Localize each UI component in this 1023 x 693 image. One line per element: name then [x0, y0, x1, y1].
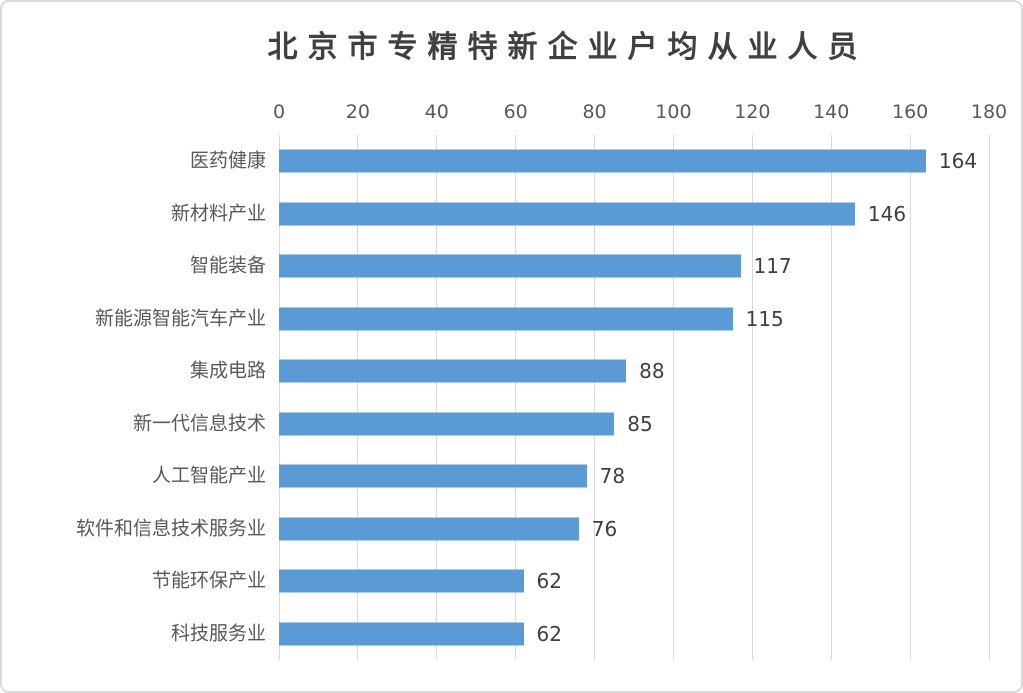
bar	[279, 412, 615, 436]
gridline	[515, 135, 517, 660]
value-label: 146	[867, 201, 907, 226]
chart-title: 北京市专精特新企业户均从业人员	[267, 30, 868, 65]
x-tick-label: 0	[272, 101, 286, 123]
x-tick-label: 160	[891, 101, 929, 123]
value-label: 76	[591, 516, 618, 541]
gridline	[909, 135, 911, 660]
gridline	[278, 135, 280, 660]
bar	[279, 517, 579, 541]
x-tick-label: 20	[345, 101, 370, 123]
gridline	[436, 135, 438, 660]
category-label: 新一代信息技术	[132, 412, 266, 435]
value-label: 164	[938, 149, 978, 174]
category-label: 医药健康	[189, 149, 266, 172]
x-axis: 0 20 40 60 80 100 120 140 160 180	[273, 101, 1007, 127]
x-tick-label: 60	[503, 101, 528, 123]
category-label: 节能环保产业	[151, 569, 266, 592]
x-tick-label: 40	[424, 101, 449, 123]
value-label: 62	[536, 621, 562, 646]
bar	[279, 307, 733, 331]
y-axis: 医药健康新材料产业智能装备新能源智能汽车产业集成电路新一代信息技术人工智能产业软…	[2, 135, 266, 660]
bar	[279, 359, 627, 383]
value-label: 62	[536, 569, 562, 594]
gridline	[594, 135, 596, 660]
x-tick-label: 100	[655, 101, 692, 123]
value-label: 117	[753, 254, 792, 279]
value-label: 115	[745, 306, 784, 331]
x-tick-label: 80	[582, 101, 607, 123]
gridline	[751, 135, 753, 660]
value-label: 88	[639, 359, 665, 384]
category-label: 软件和信息技术服务业	[75, 517, 266, 540]
bar	[279, 254, 741, 278]
value-label: 85	[627, 411, 653, 436]
category-label: 智能装备	[189, 254, 266, 277]
plot-area: 164 146 117 115 88 85 78 76 62 62	[278, 135, 990, 660]
bar	[279, 149, 926, 173]
value-label: 78	[599, 464, 626, 489]
x-tick-label: 140	[813, 101, 850, 123]
x-tick-label: 120	[734, 101, 771, 123]
gridline	[357, 135, 359, 660]
category-label: 新能源智能汽车产业	[94, 307, 266, 330]
gridline	[988, 135, 990, 660]
bar	[279, 569, 524, 593]
category-label: 人工智能产业	[151, 464, 266, 487]
bar	[279, 202, 855, 226]
bar	[279, 622, 524, 646]
x-tick-label: 180	[970, 101, 1008, 123]
gridline	[830, 135, 832, 660]
category-label: 集成电路	[189, 359, 266, 382]
category-label: 科技服务业	[170, 622, 266, 645]
bar	[279, 464, 587, 488]
category-label: 新材料产业	[170, 202, 266, 225]
gridline	[672, 135, 674, 660]
